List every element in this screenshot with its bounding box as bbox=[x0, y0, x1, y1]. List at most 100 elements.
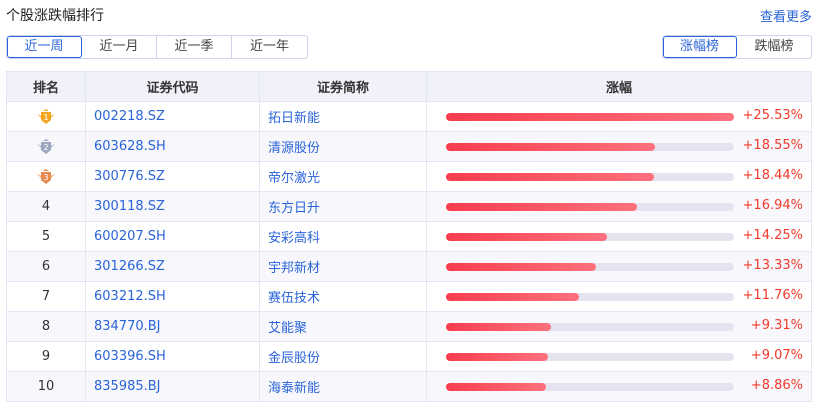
change-percent: +14.25% bbox=[742, 228, 803, 243]
change-percent: +9.31% bbox=[750, 318, 803, 333]
bronze-medal-icon: 3 bbox=[37, 168, 55, 184]
stock-name-link[interactable]: 宇邦新材 bbox=[259, 251, 427, 282]
change-bar-track bbox=[446, 263, 734, 271]
rank-cell: 6 bbox=[6, 251, 86, 282]
tab-gainers[interactable]: 涨幅榜 bbox=[663, 36, 737, 58]
table-row: 8 834770.BJ 艾能聚 +9.31% bbox=[6, 311, 812, 342]
stock-name-link[interactable]: 海泰新能 bbox=[259, 371, 427, 402]
change-bar-fill bbox=[446, 233, 607, 241]
stock-name-link[interactable]: 艾能聚 bbox=[259, 311, 427, 342]
stock-code-link[interactable]: 002218.SZ bbox=[85, 101, 260, 132]
silver-medal-icon: 2 bbox=[37, 138, 55, 154]
change-percent: +18.55% bbox=[742, 138, 803, 153]
change-cell: +18.55% bbox=[426, 131, 812, 162]
stock-code-link[interactable]: 603628.SH bbox=[85, 131, 260, 162]
svg-text:2: 2 bbox=[43, 143, 48, 152]
ranking-table: 排名 证券代码 证券简称 涨幅 1 002218.SZ 拓日新能 +25.53%… bbox=[6, 71, 812, 402]
change-bar-fill bbox=[446, 353, 549, 361]
table-row: 1 002218.SZ 拓日新能 +25.53% bbox=[6, 101, 812, 132]
stock-code-link[interactable]: 835985.BJ bbox=[85, 371, 260, 402]
change-percent: +16.94% bbox=[742, 198, 803, 213]
rank-cell: 4 bbox=[6, 191, 86, 222]
rank-number: 9 bbox=[41, 349, 51, 364]
view-more-link[interactable]: 查看更多 bbox=[759, 10, 812, 25]
tab-quarter[interactable]: 近一季 bbox=[157, 36, 232, 58]
stock-code-link[interactable]: 301266.SZ bbox=[85, 251, 260, 282]
table-row: 9 603396.SH 金辰股份 +9.07% bbox=[6, 341, 812, 372]
change-bar-fill bbox=[446, 173, 655, 181]
change-bar-fill bbox=[446, 143, 656, 151]
tab-losers[interactable]: 跌幅榜 bbox=[754, 39, 794, 54]
change-bar-track bbox=[446, 233, 734, 241]
change-bar-track bbox=[446, 323, 734, 331]
stock-name-link[interactable]: 帝尔激光 bbox=[259, 161, 427, 192]
change-percent: +25.53% bbox=[742, 108, 803, 123]
change-cell: +9.07% bbox=[426, 341, 812, 372]
rank-number: 5 bbox=[41, 229, 51, 244]
rank-cell: 5 bbox=[6, 221, 86, 252]
change-bar-track bbox=[446, 143, 734, 151]
change-bar-track bbox=[446, 293, 734, 301]
period-tabs: 近一周 近一月 近一季 近一年 bbox=[6, 35, 308, 59]
table-row: 4 300118.SZ 东方日升 +16.94% bbox=[6, 191, 812, 222]
col-rank: 排名 bbox=[6, 71, 86, 102]
stock-code-link[interactable]: 300118.SZ bbox=[85, 191, 260, 222]
table-row: 10 835985.BJ 海泰新能 +8.86% bbox=[6, 371, 812, 402]
change-cell: +8.86% bbox=[426, 371, 812, 402]
stock-name-link[interactable]: 金辰股份 bbox=[259, 341, 427, 372]
rank-cell: 3 bbox=[6, 161, 86, 192]
rank-cell: 1 bbox=[6, 101, 86, 132]
change-bar-fill bbox=[446, 383, 546, 391]
table-row: 7 603212.SH 赛伍技术 +11.76% bbox=[6, 281, 812, 312]
change-bar-fill bbox=[446, 323, 552, 331]
change-bar-track bbox=[446, 203, 734, 211]
change-bar-fill bbox=[446, 203, 638, 211]
page-title: 个股涨跌幅排行 bbox=[6, 8, 104, 24]
change-bar-fill bbox=[446, 263, 597, 271]
rank-number: 7 bbox=[41, 289, 51, 304]
rank-cell: 8 bbox=[6, 311, 86, 342]
stock-code-link[interactable]: 600207.SH bbox=[85, 221, 260, 252]
change-percent: +8.86% bbox=[750, 378, 803, 393]
change-bar-track bbox=[446, 383, 734, 391]
stock-code-link[interactable]: 300776.SZ bbox=[85, 161, 260, 192]
change-cell: +9.31% bbox=[426, 311, 812, 342]
stock-name-link[interactable]: 清源股份 bbox=[259, 131, 427, 162]
change-cell: +11.76% bbox=[426, 281, 812, 312]
table-header: 排名 证券代码 证券简称 涨幅 bbox=[6, 71, 812, 102]
change-bar-track bbox=[446, 173, 734, 181]
col-change: 涨幅 bbox=[426, 71, 812, 102]
change-bar-fill bbox=[446, 293, 579, 301]
rank-cell: 7 bbox=[6, 281, 86, 312]
ranking-type-toggle: 涨幅榜 跌幅榜 bbox=[662, 35, 812, 59]
change-cell: +13.33% bbox=[426, 251, 812, 282]
table-row: 5 600207.SH 安彩高科 +14.25% bbox=[6, 221, 812, 252]
change-bar-fill bbox=[446, 113, 734, 121]
change-cell: +25.53% bbox=[426, 101, 812, 132]
svg-text:1: 1 bbox=[43, 113, 48, 122]
change-bar-track bbox=[446, 353, 734, 361]
gold-medal-icon: 1 bbox=[37, 108, 55, 124]
rank-number: 10 bbox=[37, 379, 55, 394]
stock-name-link[interactable]: 拓日新能 bbox=[259, 101, 427, 132]
tab-week[interactable]: 近一周 bbox=[7, 36, 82, 58]
stock-name-link[interactable]: 赛伍技术 bbox=[259, 281, 427, 312]
tab-year[interactable]: 近一年 bbox=[249, 39, 289, 54]
change-cell: +16.94% bbox=[426, 191, 812, 222]
tab-month[interactable]: 近一月 bbox=[82, 36, 157, 58]
change-percent: +13.33% bbox=[742, 258, 803, 273]
table-row: 3 300776.SZ 帝尔激光 +18.44% bbox=[6, 161, 812, 192]
rank-number: 4 bbox=[41, 199, 51, 214]
change-cell: +14.25% bbox=[426, 221, 812, 252]
stock-name-link[interactable]: 东方日升 bbox=[259, 191, 427, 222]
stock-name-link[interactable]: 安彩高科 bbox=[259, 221, 427, 252]
rank-cell: 2 bbox=[6, 131, 86, 162]
stock-code-link[interactable]: 603396.SH bbox=[85, 341, 260, 372]
rank-cell: 9 bbox=[6, 341, 86, 372]
change-bar-track bbox=[446, 113, 734, 121]
stock-code-link[interactable]: 603212.SH bbox=[85, 281, 260, 312]
svg-text:3: 3 bbox=[43, 173, 48, 182]
rank-number: 6 bbox=[41, 259, 51, 274]
col-code: 证券代码 bbox=[85, 71, 260, 102]
stock-code-link[interactable]: 834770.BJ bbox=[85, 311, 260, 342]
